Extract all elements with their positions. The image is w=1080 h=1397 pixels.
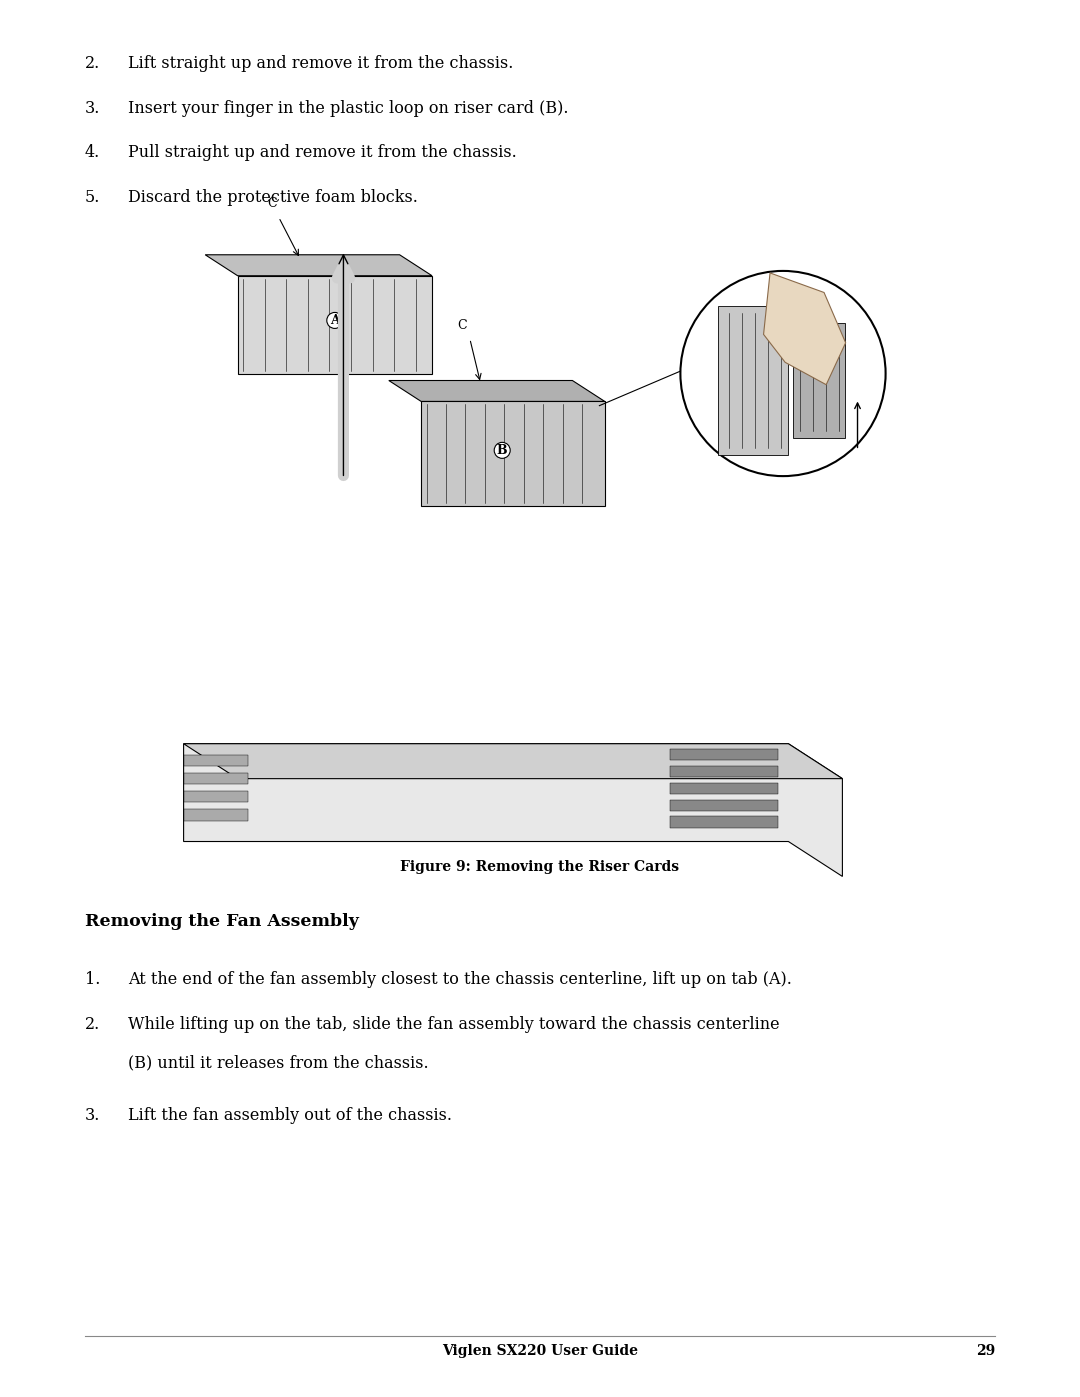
- Text: At the end of the fan assembly closest to the chassis centerline, lift up on tab: At the end of the fan assembly closest t…: [129, 971, 792, 989]
- Text: 1.: 1.: [85, 971, 100, 989]
- Text: B: B: [497, 444, 508, 457]
- Bar: [670, 782, 778, 793]
- Text: Removing the Fan Assembly: Removing the Fan Assembly: [85, 912, 359, 930]
- Text: Pull straight up and remove it from the chassis.: Pull straight up and remove it from the …: [129, 144, 517, 162]
- Bar: [670, 816, 778, 827]
- Text: 3.: 3.: [85, 99, 100, 117]
- Polygon shape: [793, 323, 845, 437]
- Text: (B) until it releases from the chassis.: (B) until it releases from the chassis.: [129, 1055, 429, 1071]
- Text: Lift the fan assembly out of the chassis.: Lift the fan assembly out of the chassis…: [129, 1108, 453, 1125]
- Bar: [184, 773, 248, 784]
- Polygon shape: [718, 306, 788, 454]
- Polygon shape: [421, 401, 605, 506]
- Polygon shape: [184, 743, 842, 778]
- Polygon shape: [205, 254, 432, 275]
- Text: 5.: 5.: [85, 189, 100, 207]
- Text: 2.: 2.: [85, 1016, 100, 1034]
- Text: Discard the protective foam blocks.: Discard the protective foam blocks.: [129, 189, 418, 207]
- Bar: [184, 791, 248, 802]
- Bar: [670, 749, 778, 760]
- Text: 29: 29: [975, 1344, 995, 1358]
- Text: A: A: [329, 314, 340, 327]
- Polygon shape: [764, 272, 846, 384]
- Text: Insert your finger in the plastic loop on riser card (B).: Insert your finger in the plastic loop o…: [129, 99, 569, 117]
- Text: 2.: 2.: [85, 54, 100, 73]
- Polygon shape: [184, 743, 842, 876]
- Ellipse shape: [680, 271, 886, 476]
- Text: While lifting up on the tab, slide the fan assembly toward the chassis centerlin: While lifting up on the tab, slide the f…: [129, 1016, 780, 1034]
- Polygon shape: [238, 275, 432, 373]
- Text: Viglen SX220 User Guide: Viglen SX220 User Guide: [442, 1344, 638, 1358]
- Text: 4.: 4.: [85, 144, 100, 162]
- Polygon shape: [389, 380, 605, 401]
- Text: C: C: [458, 319, 467, 331]
- Text: 3.: 3.: [85, 1108, 100, 1125]
- Bar: [184, 754, 248, 766]
- Text: Lift straight up and remove it from the chassis.: Lift straight up and remove it from the …: [129, 54, 514, 73]
- Text: Figure 9: Removing the Riser Cards: Figure 9: Removing the Riser Cards: [401, 859, 679, 873]
- Bar: [670, 766, 778, 777]
- Text: C: C: [268, 197, 276, 210]
- Bar: [184, 809, 248, 820]
- Bar: [670, 799, 778, 810]
